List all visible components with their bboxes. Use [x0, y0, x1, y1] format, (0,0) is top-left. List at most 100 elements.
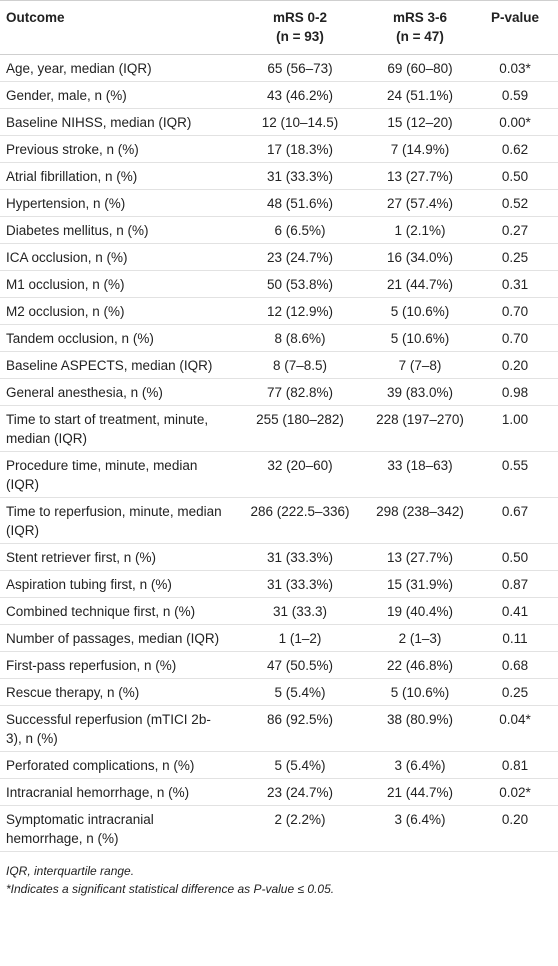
table-cell: Baseline ASPECTS, median (IQR) [0, 351, 232, 379]
table-row: Rescue therapy, n (%) 5 (5.4%) 5 (10.6%) 0.… [0, 678, 558, 706]
table-cell: Diabetes mellitus, n (%) [0, 216, 232, 244]
table-cell: 0.25 [472, 243, 558, 271]
table-cell: 298 (238–342) [368, 497, 472, 544]
table-row: Intracranial hemorrhage, n (%) 23 (24.7%)… [0, 778, 558, 806]
table-row: Perforated complications, n (%) 5 (5.4%) 3… [0, 751, 558, 779]
table-cell: Aspiration tubing first, n (%) [0, 570, 232, 598]
table-cell: Perforated complications, n (%) [0, 751, 232, 779]
table-row: Tandem occlusion, n (%) 8 (8.6%) 5 (10.6%)… [0, 324, 558, 352]
table-body: Age, year, median (IQR) 65 (56–73) 69 (60–… [0, 54, 558, 852]
header-sub: (n = 47) [396, 29, 444, 44]
header-cell: mRS 3-6 (n = 47) [368, 0, 472, 55]
header-row: Outcome mRS 0-2 (n = 93) mRS 3-6 (n = 47) P-v… [0, 0, 558, 55]
table-row: Stent retriever first, n (%) 31 (33.3%) 13… [0, 543, 558, 571]
table-cell: 43 (46.2%) [232, 81, 368, 109]
table-row: Symptomatic intracranial hemorrhage, n (… [0, 805, 558, 852]
table-cell: 5 (10.6%) [368, 678, 472, 706]
table-cell: 16 (34.0%) [368, 243, 472, 271]
table-cell: 21 (44.7%) [368, 778, 472, 806]
table-cell: 0.25 [472, 678, 558, 706]
table-cell: 27 (57.4%) [368, 189, 472, 217]
table-cell: 7 (7–8) [368, 351, 472, 379]
header-cell: Outcome [0, 0, 232, 55]
footnote: IQR, interquartile range. [6, 864, 135, 878]
table-cell: 0.41 [472, 597, 558, 625]
table-cell: Age, year, median (IQR) [0, 54, 232, 82]
table-cell: 0.62 [472, 135, 558, 163]
table-cell: 0.27 [472, 216, 558, 244]
table-cell: Atrial fibrillation, n (%) [0, 162, 232, 190]
table-cell: Combined technique first, n (%) [0, 597, 232, 625]
table-cell: Stent retriever first, n (%) [0, 543, 232, 571]
table-cell: 33 (18–63) [368, 451, 472, 498]
table-cell: 5 (5.4%) [232, 751, 368, 779]
footnotes: IQR, interquartile range. *Indicates a si… [0, 852, 558, 898]
table-cell: 0.20 [472, 805, 558, 852]
header-label: mRS 0-2 [272, 10, 328, 25]
table-cell: 86 (92.5%) [232, 705, 368, 752]
table-cell: M1 occlusion, n (%) [0, 270, 232, 298]
header-label: mRS 3-6 [392, 10, 448, 25]
table-row: Successful reperfusion (mTICI 2b-3), n (… [0, 705, 558, 752]
table-cell: 3 (6.4%) [368, 751, 472, 779]
table-cell: 0.52 [472, 189, 558, 217]
table-cell: 0.00* [472, 108, 558, 136]
table-cell: 0.50 [472, 162, 558, 190]
table-cell: 286 (222.5–336) [232, 497, 368, 544]
table-cell: 12 (10–14.5) [232, 108, 368, 136]
table-cell: 7 (14.9%) [368, 135, 472, 163]
table-cell: Symptomatic intracranial hemorrhage, n (… [0, 805, 232, 852]
table-cell: 0.70 [472, 324, 558, 352]
table-cell: Gender, male, n (%) [0, 81, 232, 109]
table-cell: 0.81 [472, 751, 558, 779]
table-cell: 15 (31.9%) [368, 570, 472, 598]
table-row: Age, year, median (IQR) 65 (56–73) 69 (60–… [0, 54, 558, 82]
table-header: Outcome mRS 0-2 (n = 93) mRS 3-6 (n = 47) P-v… [0, 0, 558, 55]
data-table: Outcome mRS 0-2 (n = 93) mRS 3-6 (n = 47) P-v… [0, 0, 558, 852]
table-cell: 6 (6.5%) [232, 216, 368, 244]
table-cell: 228 (197–270) [368, 405, 472, 452]
table-cell: 5 (10.6%) [368, 324, 472, 352]
table-cell: 0.68 [472, 651, 558, 679]
header-cell: mRS 0-2 (n = 93) [232, 0, 368, 55]
table-cell: 1.00 [472, 405, 558, 452]
table-cell: 0.03* [472, 54, 558, 82]
table-cell: 21 (44.7%) [368, 270, 472, 298]
table-row: Number of passages, median (IQR) 1 (1–2) 2… [0, 624, 558, 652]
table-row: General anesthesia, n (%) 77 (82.8%) 39 (8… [0, 378, 558, 406]
table-cell: 13 (27.7%) [368, 162, 472, 190]
table-cell: Procedure time, minute, median (IQR) [0, 451, 232, 498]
table-cell: 17 (18.3%) [232, 135, 368, 163]
table-cell: 47 (50.5%) [232, 651, 368, 679]
table-cell: 39 (83.0%) [368, 378, 472, 406]
table-cell: 32 (20–60) [232, 451, 368, 498]
table-cell: 3 (6.4%) [368, 805, 472, 852]
table-row: Hypertension, n (%) 48 (51.6%) 27 (57.4%) 0… [0, 189, 558, 217]
header-cell: P-value [472, 0, 558, 55]
table-cell: 50 (53.8%) [232, 270, 368, 298]
table-cell: 0.02* [472, 778, 558, 806]
table-cell: 0.98 [472, 378, 558, 406]
table-row: Combined technique first, n (%) 31 (33.3)… [0, 597, 558, 625]
table-cell: 5 (10.6%) [368, 297, 472, 325]
footnote: *Indicates a significant statistical dif… [6, 882, 335, 896]
table-row: Gender, male, n (%) 43 (46.2%) 24 (51.1%) 0… [0, 81, 558, 109]
table-cell: Tandem occlusion, n (%) [0, 324, 232, 352]
table-cell: 1 (2.1%) [368, 216, 472, 244]
table-row: Atrial fibrillation, n (%) 31 (33.3%) 13 (… [0, 162, 558, 190]
table-cell: 31 (33.3%) [232, 570, 368, 598]
table-cell: 23 (24.7%) [232, 243, 368, 271]
table-cell: 1 (1–2) [232, 624, 368, 652]
table-row: ICA occlusion, n (%) 23 (24.7%) 16 (34.0%)… [0, 243, 558, 271]
table-cell: Successful reperfusion (mTICI 2b-3), n (… [0, 705, 232, 752]
table-cell: 0.70 [472, 297, 558, 325]
table-cell: 22 (46.8%) [368, 651, 472, 679]
header-label: Outcome [6, 10, 65, 25]
table-cell: Intracranial hemorrhage, n (%) [0, 778, 232, 806]
table-cell: Time to start of treatment, minute, medi… [0, 405, 232, 452]
table-cell: Number of passages, median (IQR) [0, 624, 232, 652]
table-row: M1 occlusion, n (%) 50 (53.8%) 21 (44.7%) 0… [0, 270, 558, 298]
table-cell: 8 (8.6%) [232, 324, 368, 352]
table-cell: ICA occlusion, n (%) [0, 243, 232, 271]
